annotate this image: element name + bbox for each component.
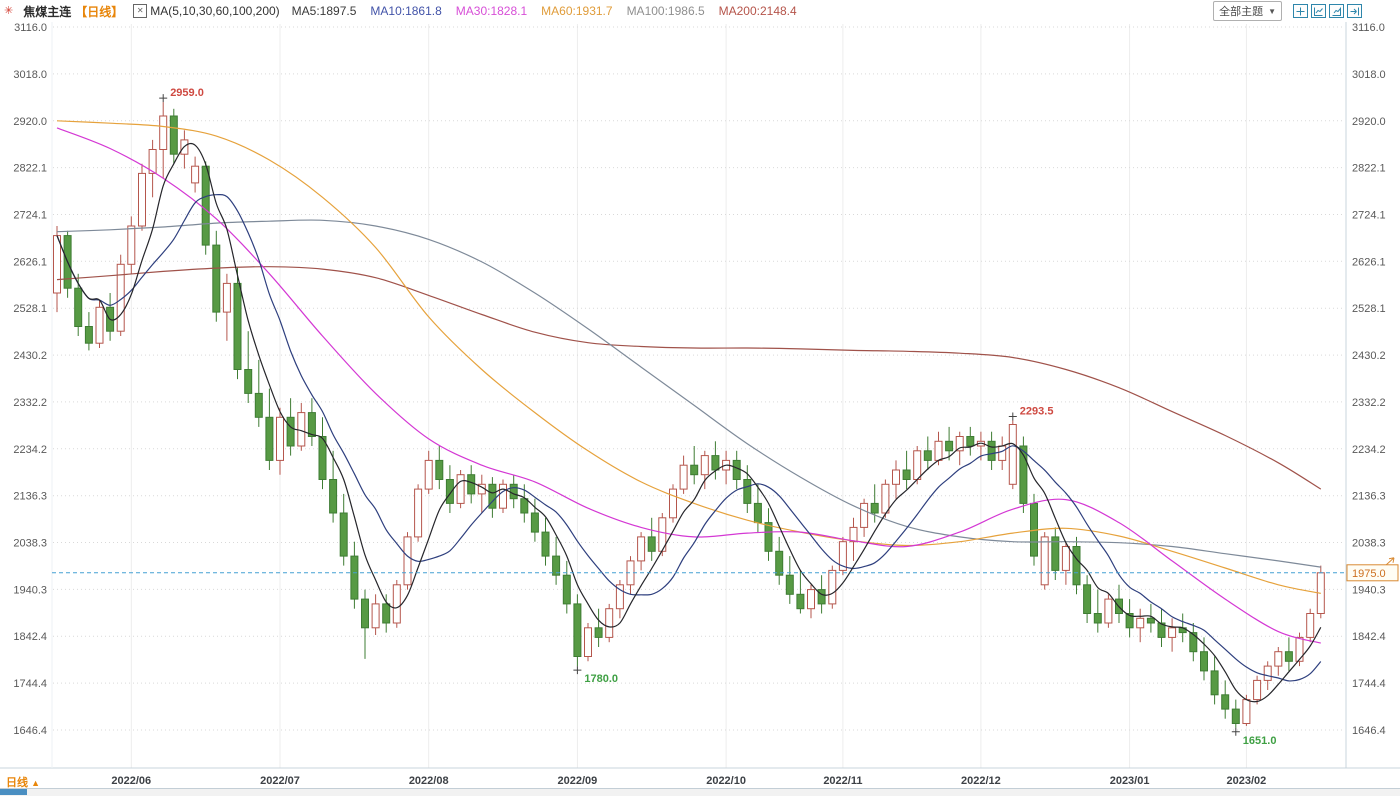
svg-text:2022/07: 2022/07 xyxy=(260,775,300,787)
ma-legend-item: MA10:1861.8 xyxy=(370,4,442,18)
svg-text:1780.0: 1780.0 xyxy=(584,673,618,685)
triangle-up-icon: ▲ xyxy=(31,778,40,788)
svg-text:1646.4: 1646.4 xyxy=(1352,725,1386,737)
svg-text:2332.2: 2332.2 xyxy=(13,397,47,409)
svg-text:2023/01: 2023/01 xyxy=(1110,775,1150,787)
chevron-down-icon: ▼ xyxy=(1268,6,1276,16)
svg-text:1646.4: 1646.4 xyxy=(13,725,47,737)
svg-text:1842.4: 1842.4 xyxy=(1352,631,1386,643)
ma-legend-item: MA60:1931.7 xyxy=(541,4,613,18)
scale-right-pane-icon[interactable] xyxy=(1329,4,1344,18)
svg-text:1744.4: 1744.4 xyxy=(13,678,47,690)
svg-text:2959.0: 2959.0 xyxy=(170,87,204,99)
svg-text:1940.3: 1940.3 xyxy=(1352,584,1386,596)
instrument-title: 焦煤主连 xyxy=(23,4,72,19)
svg-text:2528.1: 2528.1 xyxy=(13,303,47,315)
svg-text:2234.2: 2234.2 xyxy=(1352,444,1386,456)
ma-legend-item: MA5:1897.5 xyxy=(291,4,357,18)
bottom-pane-peek xyxy=(0,788,1400,796)
ma-legend-item: MA100:1986.5 xyxy=(626,4,705,18)
svg-text:2234.2: 2234.2 xyxy=(13,444,47,456)
indicator-icon[interactable]: ✕ xyxy=(133,4,148,18)
svg-text:2293.5: 2293.5 xyxy=(1020,406,1054,418)
svg-text:2022/12: 2022/12 xyxy=(961,775,1001,787)
last-price-line xyxy=(52,557,1395,574)
svg-text:2022/09: 2022/09 xyxy=(558,775,598,787)
y-axis-labels: 3116.0 3116.0 3018.0 3018.0 2920.0 2920.0 2822… xyxy=(13,22,1385,737)
svg-text:2430.2: 2430.2 xyxy=(1352,350,1386,362)
svg-text:2724.1: 2724.1 xyxy=(1352,210,1386,222)
svg-text:2136.3: 2136.3 xyxy=(1352,491,1386,503)
svg-text:2022/11: 2022/11 xyxy=(823,775,862,787)
svg-text:2920.0: 2920.0 xyxy=(1352,116,1386,128)
period-tag: 【日线】 xyxy=(75,4,124,19)
ma-legend-item: MA30:1828.1 xyxy=(455,4,528,18)
timeframe-text: 日线 xyxy=(6,777,28,789)
svg-text:2920.0: 2920.0 xyxy=(13,116,47,128)
timeframe-label[interactable]: 日线 ▲ xyxy=(6,774,40,790)
step-right-icon[interactable] xyxy=(1347,4,1362,18)
scale-left-pane-icon[interactable] xyxy=(1311,4,1326,18)
svg-text:1744.4: 1744.4 xyxy=(1352,678,1386,690)
x-axis-labels: 2022/06 2022/07 2022/08 2022/09 2022/10 2022/… xyxy=(111,775,1266,787)
svg-text:1940.3: 1940.3 xyxy=(13,584,47,596)
svg-text:2023/02: 2023/02 xyxy=(1227,775,1267,787)
svg-text:3116.0: 3116.0 xyxy=(14,22,47,34)
svg-text:2038.3: 2038.3 xyxy=(13,538,47,550)
svg-text:2528.1: 2528.1 xyxy=(1352,303,1386,315)
top-toolbar: ✳ 焦煤主连 【日线】 ✕ MA(5,10,30,60,100,200) MA5… xyxy=(0,0,1400,22)
svg-text:2626.1: 2626.1 xyxy=(1352,256,1386,268)
svg-text:2022/08: 2022/08 xyxy=(409,775,449,787)
plot-borders xyxy=(0,22,1400,769)
bottom-pane-tab[interactable] xyxy=(0,789,27,795)
svg-text:1842.4: 1842.4 xyxy=(13,631,47,643)
svg-text:2022/10: 2022/10 xyxy=(706,775,746,787)
svg-text:2822.1: 2822.1 xyxy=(13,163,47,175)
price-annotations: 2959.0 1780.0 2293.5 1651.0 xyxy=(159,87,1276,747)
ma10-line xyxy=(56,193,1322,682)
ma-legend: MA5:1897.5 MA10:1861.8 MA30:1828.1 MA60:193… xyxy=(292,4,811,18)
svg-text:2038.3: 2038.3 xyxy=(1352,538,1386,550)
chart-toolbar-buttons xyxy=(1290,4,1362,18)
svg-text:3116.0: 3116.0 xyxy=(1352,22,1385,34)
svg-text:2626.1: 2626.1 xyxy=(13,256,47,268)
ma200-line xyxy=(56,266,1322,490)
svg-text:2022/06: 2022/06 xyxy=(111,775,151,787)
theme-dropdown[interactable]: 全部主题 ▼ xyxy=(1213,1,1282,21)
ma60-line xyxy=(56,120,1321,594)
theme-dropdown-label: 全部主题 xyxy=(1219,6,1264,18)
svg-text:3018.0: 3018.0 xyxy=(1352,69,1386,81)
live-indicator-icon: ✳ xyxy=(4,4,14,17)
svg-text:1975.0: 1975.0 xyxy=(1352,568,1386,580)
last-price-tag: 1975.0 xyxy=(1346,564,1399,582)
ma5-line xyxy=(56,142,1322,703)
ma-legend-item: MA200:2148.4 xyxy=(718,4,797,18)
crosshair-icon[interactable] xyxy=(1293,4,1308,18)
svg-text:2332.2: 2332.2 xyxy=(1352,397,1386,409)
candles-layer xyxy=(53,102,1325,728)
svg-text:2136.3: 2136.3 xyxy=(13,491,47,503)
svg-text:2822.1: 2822.1 xyxy=(1352,163,1386,175)
svg-text:2724.1: 2724.1 xyxy=(13,210,47,222)
grid-vertical xyxy=(130,24,1247,768)
svg-text:3018.0: 3018.0 xyxy=(13,69,47,81)
ma30-line xyxy=(56,127,1321,644)
svg-text:1651.0: 1651.0 xyxy=(1243,735,1277,747)
svg-text:2430.2: 2430.2 xyxy=(13,350,47,362)
ma-formula-label: MA(5,10,30,60,100,200) xyxy=(150,4,280,18)
ma100-line xyxy=(56,219,1321,568)
